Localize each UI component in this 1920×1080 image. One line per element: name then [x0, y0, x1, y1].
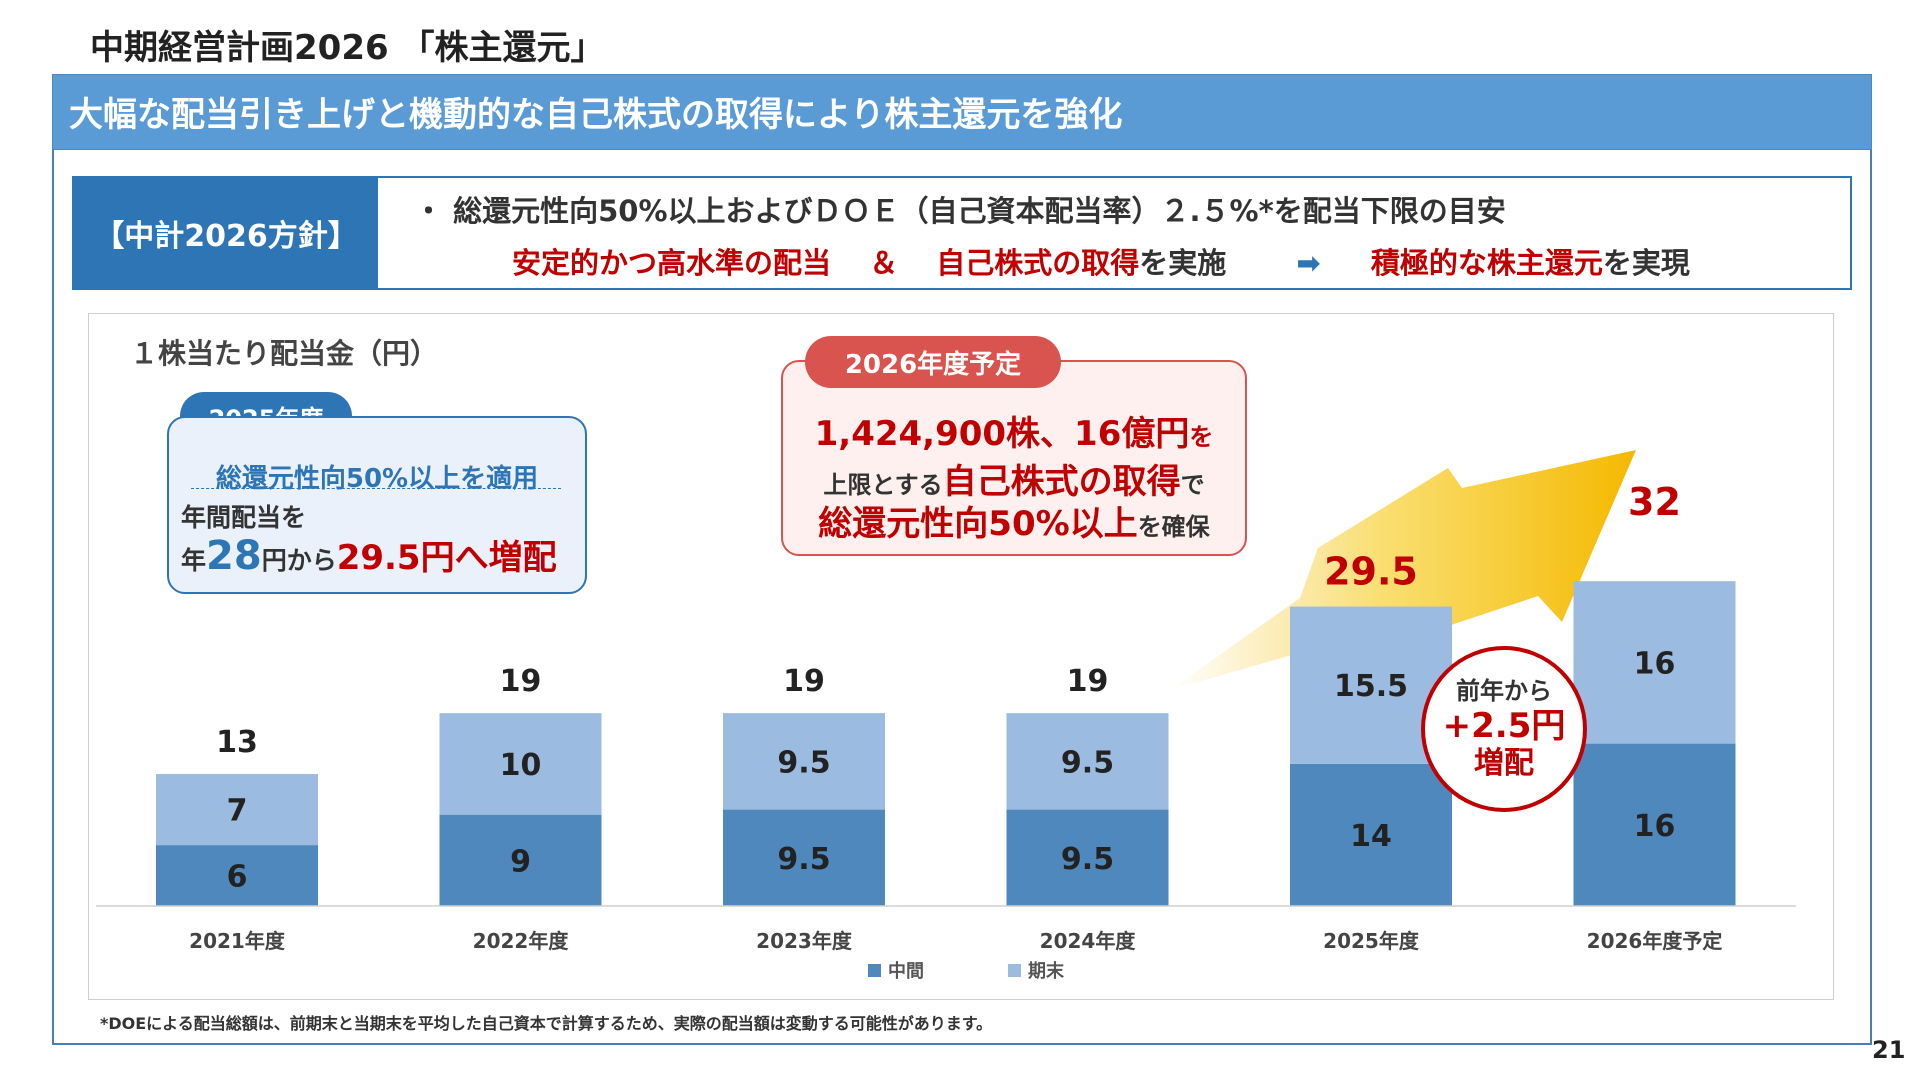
callout-2026-wo: を	[1189, 423, 1214, 451]
chart-title: １株当たり配当金（円）	[130, 337, 439, 370]
bar-value-label: 10	[500, 748, 542, 783]
bar-value-label: 9.5	[777, 745, 830, 780]
increase-badge-from: 前年から	[1456, 677, 1552, 705]
category-label: 2021年度	[189, 929, 286, 953]
bar-value-label: 6	[227, 860, 248, 895]
category-label: 2022年度	[473, 929, 570, 953]
callout-2025-year: 年	[181, 546, 207, 575]
bar-interim	[723, 809, 885, 906]
callout-2026-line-1: 1,424,900株、16億円を	[783, 406, 1245, 455]
callout-2026-secure: を確保	[1137, 513, 1210, 541]
category-label: 2023年度	[756, 929, 853, 953]
bar-interim	[156, 845, 318, 906]
bar-interim	[1006, 809, 1169, 906]
policy-stable-dividend: 安定的かつ高水準の配当	[512, 246, 832, 280]
bar-value-label: 7	[227, 794, 248, 829]
callout-2026-pill: 2026年度予定	[805, 336, 1061, 388]
legend-label: 期末	[1028, 960, 1065, 982]
callout-2026: 1,424,900株、16億円を 上限とする自己株式の取得で 総還元性向50%以…	[781, 360, 1247, 556]
category-label: 2026年度予定	[1587, 929, 1723, 953]
callout-2026-payout: 総還元性向50%以上	[818, 504, 1138, 544]
callout-2026-line-3: 総還元性向50%以上を確保	[783, 496, 1245, 545]
chart-container	[88, 313, 1834, 1000]
policy-ampersand: ＆	[869, 246, 899, 280]
bar-year-end	[1573, 581, 1736, 744]
increase-badge-amount: +2.5円	[1442, 706, 1566, 746]
bar-year-end	[156, 774, 318, 846]
page-title: 中期経営計画2026 「株主還元」	[90, 28, 605, 68]
bar-year-end	[1006, 713, 1169, 810]
bar-interim	[439, 814, 602, 906]
legend-label: 中間	[888, 960, 924, 982]
callout-2026-buyback: 自己株式の取得	[942, 462, 1181, 502]
bar-value-label: 15.5	[1334, 669, 1408, 704]
bar-value-label: 9.5	[1061, 745, 1114, 780]
bar-interim	[1573, 743, 1736, 906]
policy-realize: を実現	[1602, 246, 1690, 280]
bar-interim	[1290, 763, 1452, 906]
bar-value-label: 9.5	[777, 842, 830, 877]
callout-2025-annual: 年間配当を	[181, 503, 307, 532]
callout-2025: 総還元性向50%以上を適用 年間配当を 年28円から29.5円へ増配	[167, 416, 587, 594]
policy-box: 【中計2026方針】 ・ 総還元性向50%以上およびＤＯＥ（自己資本配当率）２.…	[72, 176, 1852, 290]
policy-implement: を実施	[1139, 246, 1227, 280]
right-arrow-icon: ➡	[1296, 246, 1321, 280]
callout-2026-upper: 上限とする	[823, 471, 943, 499]
footnote: *DOEによる配当総額は、前期末と当期末を平均した自己資本で計算するため、実際の…	[100, 1014, 993, 1033]
callout-2025-to: 29.5円へ増配	[336, 538, 557, 578]
callout-2025-payout: 総還元性向50%以上を適用	[215, 464, 539, 494]
callout-2025-from: 28	[206, 533, 262, 579]
callout-2026-line-2: 上限とする自己株式の取得で	[783, 454, 1245, 503]
callout-2025-yen-from: 円から	[261, 546, 337, 575]
callout-2026-shares: 1,424,900株、16億円	[814, 414, 1190, 454]
bar-value-label: 14	[1350, 819, 1392, 854]
bar-total-label: 19	[783, 664, 825, 699]
bar-year-end	[439, 713, 602, 815]
increase-badge-label: 増配	[1474, 746, 1534, 781]
category-label: 2025年度	[1323, 929, 1420, 953]
callout-divider	[191, 488, 561, 489]
page-number: 21	[1872, 1036, 1906, 1064]
legend-swatch	[868, 964, 881, 977]
headline-text: 大幅な配当引き上げと機動的な自己株式の取得により株主還元を強化	[69, 95, 1123, 135]
legend-swatch	[1008, 964, 1021, 977]
bar-total-label: 19	[1067, 664, 1109, 699]
category-label: 2024年度	[1040, 929, 1137, 953]
bar-year-end	[723, 713, 885, 810]
headline-banner: 大幅な配当引き上げと機動的な自己株式の取得により株主還元を強化	[52, 74, 1872, 150]
bar-total-label: 13	[216, 725, 258, 760]
increase-badge: 前年から +2.5円 増配	[1421, 646, 1587, 812]
bar-value-label: 9.5	[1061, 842, 1114, 877]
bar-total-label: 29.5	[1324, 550, 1418, 594]
callout-2025-increase: 年28円から29.5円へ増配	[181, 530, 557, 579]
policy-line-2: 安定的かつ高水準の配当 ＆ 自己株式の取得を実施 ➡ 積極的な株主還元を実現	[512, 240, 1690, 282]
policy-shareholder-return: 積極的な株主還元	[1370, 246, 1603, 280]
policy-line-1: ・ 総還元性向50%以上およびＤＯＥ（自己資本配当率）２.５%*を配当下限の目安	[414, 194, 1506, 228]
policy-label: 【中計2026方針】	[74, 178, 378, 288]
bar-value-label: 9	[510, 844, 531, 879]
callout-2026-de: で	[1180, 471, 1205, 499]
bar-value-label: 16	[1634, 809, 1676, 844]
bar-total-label: 19	[500, 664, 542, 699]
bar-total-label: 32	[1628, 480, 1681, 524]
growth-arrow-icon	[1170, 450, 1636, 690]
content-frame	[52, 150, 1872, 1045]
policy-buyback: 自己株式の取得	[936, 246, 1140, 280]
bar-value-label: 16	[1634, 646, 1676, 681]
